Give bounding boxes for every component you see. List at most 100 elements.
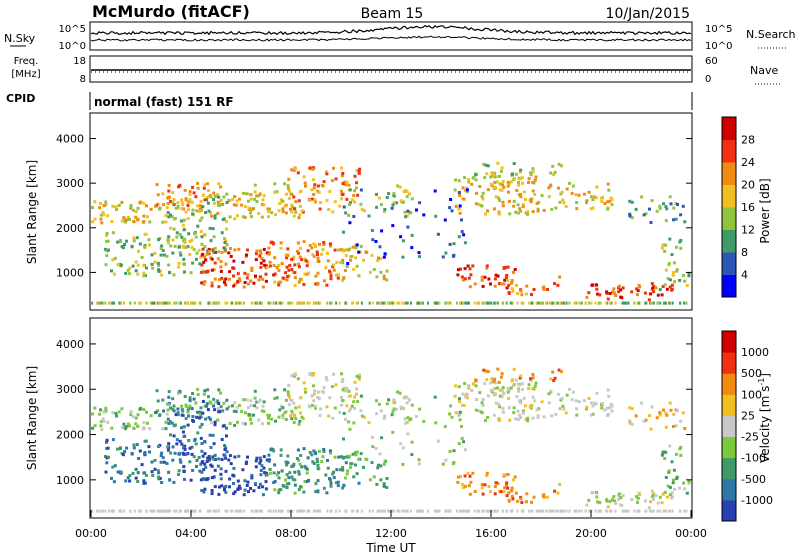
velocity-cell — [362, 465, 365, 469]
power-cell — [298, 277, 302, 281]
power-cell — [630, 200, 634, 204]
velocity-cell — [262, 455, 266, 459]
power-cell — [468, 285, 472, 289]
power-cell — [136, 218, 140, 222]
velocity-cell — [225, 407, 229, 411]
velocity-cell — [314, 490, 318, 494]
velocity-cell — [298, 462, 302, 466]
velocity-cell — [351, 509, 354, 513]
velocity-cell — [316, 460, 319, 464]
power-cell — [608, 199, 612, 203]
velocity-cell — [322, 386, 326, 390]
power-cell — [110, 269, 113, 273]
velocity-cell — [516, 418, 520, 421]
velocity-cell — [296, 509, 299, 513]
velocity-cell — [642, 419, 646, 423]
velocity-cell — [522, 396, 526, 400]
velocity-cell — [481, 509, 484, 513]
power-cell — [401, 301, 404, 305]
velocity-cell — [287, 403, 291, 407]
power-cell — [375, 192, 378, 196]
velocity-cell — [273, 463, 277, 467]
power-cell — [501, 301, 504, 305]
velocity-cell — [527, 387, 531, 391]
velocity-cell — [630, 498, 634, 502]
power-cell — [313, 183, 317, 187]
velocity-cell — [559, 398, 563, 402]
velocity-cell — [287, 395, 291, 399]
velocity-cell — [204, 477, 208, 481]
velocity-cell — [233, 490, 237, 494]
velocity-cell — [359, 394, 363, 398]
velocity-cell — [123, 509, 126, 513]
power-cell — [347, 183, 351, 187]
velocity-cell — [668, 444, 672, 448]
velocity-cell — [173, 509, 176, 513]
velocity-cell — [555, 509, 558, 513]
power-cell — [203, 280, 207, 284]
power-cell — [335, 301, 338, 305]
power-cell — [151, 301, 154, 305]
power-cell — [516, 203, 520, 207]
colorbar-tick-label: 100 — [741, 388, 762, 401]
velocity-cell — [382, 416, 386, 420]
velocity-cell — [456, 475, 460, 479]
velocity-cell — [452, 449, 456, 453]
power-cell — [299, 246, 303, 250]
velocity-cell — [113, 509, 115, 513]
power-cell — [136, 272, 140, 276]
velocity-cell — [284, 460, 288, 464]
power-cell — [465, 188, 469, 192]
power-cell — [224, 301, 227, 305]
power-cell — [391, 301, 394, 305]
power-cell — [337, 248, 341, 252]
power-cell — [672, 261, 676, 265]
power-cell — [128, 217, 131, 221]
power-cell — [181, 223, 185, 227]
velocity-cell — [568, 509, 571, 513]
velocity-cell — [209, 401, 213, 405]
velocity-cell — [603, 408, 607, 412]
power-cell — [687, 272, 691, 276]
power-cell — [152, 301, 155, 305]
power-cell — [134, 210, 138, 214]
power-cell — [102, 213, 106, 217]
power-cell — [561, 301, 564, 305]
power-cell — [209, 239, 213, 243]
velocity-cell — [531, 376, 535, 380]
power-cell — [481, 191, 485, 195]
power-cell — [128, 266, 132, 270]
power-cell — [568, 301, 571, 305]
power-cell — [460, 301, 463, 305]
power-cell — [312, 301, 315, 305]
power-cell — [191, 261, 195, 265]
power-cell — [420, 301, 422, 305]
power-cell — [340, 166, 343, 170]
power-cell — [501, 204, 505, 208]
power-cell — [192, 248, 196, 252]
power-cell — [672, 206, 676, 210]
power-cell — [655, 209, 659, 213]
velocity-cell — [314, 509, 317, 513]
velocity-cell — [656, 501, 660, 505]
power-cell — [224, 249, 227, 253]
power-cell — [371, 238, 375, 242]
velocity-cell — [652, 497, 656, 501]
velocity-cell — [178, 439, 182, 443]
velocity-cell — [376, 466, 380, 470]
velocity-cell — [520, 501, 524, 504]
power-cell — [506, 184, 510, 188]
power-cell — [494, 195, 498, 199]
power-cell — [542, 208, 546, 212]
power-cell — [406, 301, 409, 305]
power-cell — [505, 276, 508, 280]
velocity-cell — [316, 509, 319, 513]
velocity-cell — [357, 457, 361, 461]
velocity-cell — [213, 453, 217, 457]
velocity-cell — [608, 499, 612, 503]
power-cell — [303, 301, 305, 305]
power-cell — [591, 206, 595, 210]
velocity-cell — [406, 509, 409, 513]
